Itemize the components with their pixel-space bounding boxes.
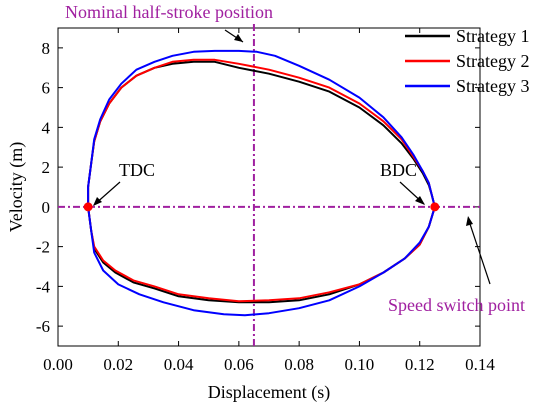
plot-frame	[57, 27, 481, 347]
x-tick-label: 0.06	[224, 355, 254, 374]
x-tick-label: 0.04	[164, 355, 194, 374]
legend-label-strategy-1: Strategy 1	[456, 26, 530, 46]
speed-switch-label: Speed switch point	[388, 295, 525, 315]
series-line-strategy-2	[87, 58, 436, 303]
y-tick-label: -4	[36, 277, 51, 296]
legend-entry-strategy-1: Strategy 1	[405, 26, 530, 46]
marker-layer	[83, 202, 440, 212]
x-axis-title: Displacement (s)	[208, 382, 330, 403]
legend-entry-strategy-2: Strategy 2	[405, 51, 530, 71]
legend-label-strategy-2: Strategy 2	[456, 51, 530, 71]
y-tick-label: 6	[42, 79, 51, 98]
series-line-strategy-1	[87, 60, 436, 304]
x-tick-label: 0.08	[284, 355, 314, 374]
x-tick-label: 0.12	[405, 355, 435, 374]
arrow-layer	[93, 29, 491, 285]
tdc-label: TDC	[119, 160, 155, 180]
bdc-label: BDC	[380, 160, 417, 180]
axis-ticks: 0.00 0.02 0.04 0.06 0.08 0.10 0.12 0.14 -6 -4 -2 0 2…	[36, 28, 495, 374]
y-tick-label: -2	[36, 238, 50, 257]
y-tick-label: 2	[42, 158, 51, 177]
legend-entry-strategy-3: Strategy 3	[405, 76, 530, 96]
legend: Strategy 1 Strategy 2 Strategy 3	[405, 26, 530, 96]
y-tick-label: 0	[42, 198, 51, 217]
x-tick-label: 0.00	[43, 355, 73, 374]
bdc-arrowhead	[415, 196, 425, 205]
bdc-marker	[430, 202, 440, 212]
series-line-strategy-3	[87, 49, 436, 317]
y-tick-label: 4	[42, 118, 51, 137]
half-stroke-label: Nominal half-stroke position	[65, 2, 273, 22]
tdc-arrowhead	[93, 197, 102, 206]
y-tick-label: -6	[36, 317, 50, 336]
half-stroke-line	[58, 24, 480, 346]
speed-switch-arrow	[467, 217, 491, 285]
x-tick-label: 0.10	[345, 355, 375, 374]
speed-switch-arrowhead	[466, 216, 473, 226]
y-axis-title: Velocity (m)	[6, 142, 27, 232]
legend-label-strategy-3: Strategy 3	[456, 76, 530, 96]
series-layer	[87, 49, 436, 317]
x-tick-label: 0.02	[103, 355, 133, 374]
x-tick-label: 0.14	[465, 355, 495, 374]
half-stroke-arrowhead	[234, 34, 243, 42]
y-tick-label: 8	[42, 39, 51, 58]
tdc-marker	[83, 202, 93, 212]
